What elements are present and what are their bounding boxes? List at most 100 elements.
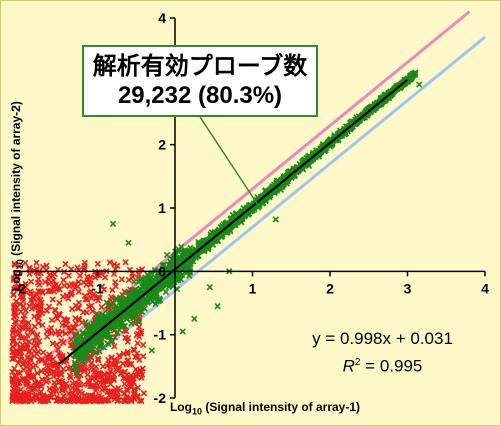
callout-title: 解析有効プローブ数 [92,52,308,80]
fail-point [72,387,80,394]
r-squared-exponent: 2 [354,357,361,368]
pass-point [81,345,88,352]
fail-point [68,305,76,313]
fail-point [95,397,102,404]
fail-point [31,323,38,330]
fail-point [74,381,81,388]
pass-point [156,295,163,302]
fail-point [83,281,90,289]
fail-point [34,342,41,349]
fail-point [64,383,72,391]
fail-point [22,280,29,288]
pass-point [159,262,166,269]
fail-point [66,397,73,405]
fail-point [24,377,32,384]
fail-point [119,360,127,367]
fail-point [35,287,42,295]
fail-point [55,379,62,387]
fail-point [9,343,16,350]
regression-box: y = 0.998x + 0.031 R2 = 0.995 [290,327,475,379]
pass-point [97,337,105,344]
pass-point [143,297,151,304]
fail-point [106,259,114,266]
pass-point [214,303,221,310]
fail-point [13,353,21,360]
pass-point [93,320,100,327]
pass-point [109,220,117,227]
fail-point [62,330,69,337]
fail-point [98,303,105,311]
fail-point [59,378,66,385]
fail-point [47,354,54,361]
fail-point [56,299,63,306]
x-axis-label-sub: 10 [191,406,202,417]
fail-point [38,357,45,364]
x-tick-label: 4 [481,280,489,296]
pass-point [73,341,80,349]
pass-point [126,290,134,297]
pass-point [98,343,105,350]
x-tick-label: -2 [14,280,27,296]
fail-point [23,393,31,401]
fail-point [47,287,55,294]
fail-point [87,382,94,390]
fail-point [53,393,61,401]
pass-point [118,322,126,329]
pass-point [100,332,107,339]
y-axis-label: Log10 (Signal intensity of array-2) [9,71,25,321]
fail-point [91,368,98,376]
fail-point [70,324,77,332]
pass-point [410,71,417,79]
fail-point [42,359,49,367]
fail-point [20,366,28,374]
fail-point [88,294,95,302]
fail-point [27,296,35,304]
fail-point [13,390,20,397]
pass-point [93,348,100,356]
fail-point [39,289,46,297]
fail-point [50,360,57,367]
fail-point [49,296,56,303]
fail-point [116,366,123,373]
fail-point [71,324,78,331]
x-axis-label: Log10 (Signal intensity of array-1) [100,400,430,416]
fail-point [68,289,76,296]
fail-point [122,327,130,335]
fail-point [39,263,47,271]
fail-point [10,291,17,298]
pass-point [73,364,81,371]
fail-point [43,333,51,340]
fail-point [13,298,20,305]
fail-point [32,362,39,369]
fail-point [111,343,118,350]
probe-count-callout: 解析有効プローブ数 29,232 (80.3%) [82,45,318,117]
fail-point [84,371,91,378]
fail-point [31,352,38,360]
pass-point [125,239,132,246]
fail-point [48,316,56,324]
r-squared: R2 = 0.995 [290,351,475,379]
pass-point [149,298,157,305]
fail-point [45,303,53,310]
fail-point [132,353,139,360]
pass-point [138,308,146,316]
fail-point [114,357,121,364]
fail-point [15,262,23,270]
fail-point [93,363,100,371]
fail-point [35,379,42,386]
fail-point [120,375,127,382]
fail-point [51,307,59,314]
fail-point [62,260,69,268]
fail-point [35,275,42,283]
pass-point [98,332,106,339]
fail-point [27,278,35,285]
pass-point [128,320,135,327]
fail-point [11,302,18,309]
pass-point [262,196,269,204]
pass-point [104,340,111,347]
fail-point [61,282,68,289]
fail-point [134,339,141,347]
fail-point [54,328,62,335]
fail-point [20,302,27,310]
fail-point [95,357,102,364]
